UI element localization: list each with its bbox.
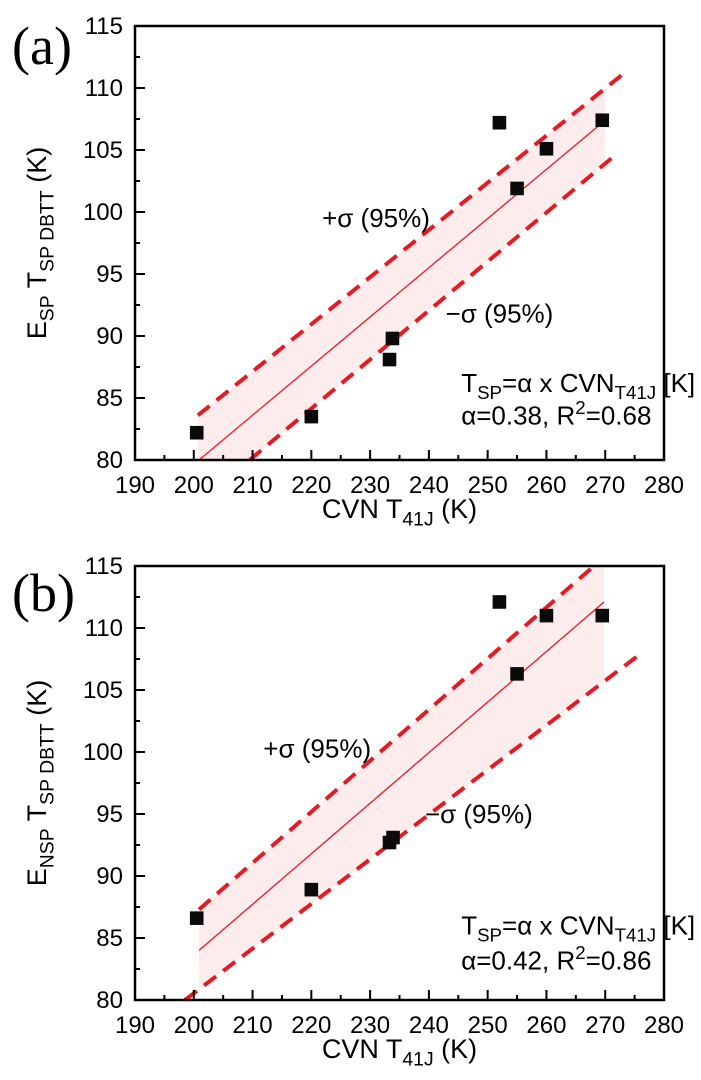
x-tick-label: 260 — [526, 1012, 566, 1039]
y-tick-label: 85 — [96, 925, 123, 952]
data-point — [595, 113, 610, 128]
x-tick-label: 210 — [233, 472, 273, 499]
x-tick-label: 270 — [585, 1012, 625, 1039]
data-point — [492, 595, 507, 609]
regression-fit-line — [198, 119, 606, 461]
x-tick-label: 220 — [291, 472, 331, 499]
fit-equation-label: TSP=α x CVNT41J [K] — [461, 911, 695, 946]
y-tick-label: 80 — [96, 447, 123, 474]
data-point — [304, 882, 319, 897]
data-point — [539, 608, 554, 623]
regression-fit-line — [198, 601, 605, 951]
panel-a-chart: 190 200 210 220 230 240 250 260 270 280 80 85 90 95 10… — [12, 13, 695, 530]
data-point — [510, 667, 524, 681]
data-point — [189, 911, 204, 925]
y-tick-label: 85 — [96, 385, 123, 412]
x-tick-label: 210 — [233, 1012, 273, 1039]
plus-sigma-label: +σ (95%) — [263, 733, 371, 763]
confidence-band-shading — [199, 566, 604, 989]
y-tick-label: 95 — [96, 801, 123, 828]
x-tick-label: 250 — [468, 1012, 508, 1039]
x-tick-label: 240 — [409, 472, 449, 499]
x-tick-label: 270 — [585, 472, 625, 499]
y-axis-title: ENSP TSP DBTT (K) — [22, 680, 58, 886]
x-tick-label: 250 — [468, 472, 508, 499]
x-tick-label: 220 — [291, 1012, 331, 1039]
data-point — [385, 331, 400, 346]
x-tick-label: 230 — [350, 472, 390, 499]
y-tick-label: 110 — [85, 615, 123, 642]
x-tick-label: 200 — [174, 1012, 214, 1039]
data-point — [595, 608, 610, 623]
y-tick-label: 95 — [96, 261, 123, 288]
x-axis-title: CVN T41J (K) — [322, 494, 477, 530]
x-tick-label: 240 — [409, 1012, 449, 1039]
panel-letter: (a) — [12, 16, 72, 76]
data-point — [189, 425, 204, 440]
lower-sigma-dashed-line — [248, 152, 619, 462]
x-tick-label: 230 — [350, 1012, 390, 1039]
confidence-band-shading — [197, 88, 606, 460]
y-tick-label: 115 — [85, 553, 123, 580]
panel-letter: (b) — [12, 563, 75, 623]
x-tick-label: 190 — [115, 472, 155, 499]
x-axis-title: CVN T41J (K) — [322, 1034, 477, 1070]
panel-b-chart: 190 200 210 220 230 240 250 260 270 280 80 85 90 95 10… — [12, 553, 695, 1070]
x-tick-label: 280 — [644, 472, 684, 499]
minus-sigma-label: −σ (95%) — [425, 799, 533, 829]
y-tick-label: 90 — [96, 863, 123, 890]
data-point — [510, 181, 524, 196]
y-tick-label: 80 — [96, 987, 123, 1014]
fit-statistics-label: α=0.42, R2=0.86 — [461, 942, 651, 975]
data-point — [539, 141, 554, 156]
x-tick-label: 260 — [526, 472, 566, 499]
fit-statistics-label: α=0.38, R2=0.68 — [461, 397, 651, 430]
plus-sigma-label: +σ (95%) — [322, 203, 430, 233]
y-axis-title: ESP TSP DBTT (K) — [22, 147, 58, 339]
data-point — [382, 352, 397, 367]
upper-sigma-dashed-line — [196, 70, 628, 417]
x-tick-label: 280 — [644, 1012, 684, 1039]
y-tick-label: 105 — [83, 137, 123, 164]
upper-sigma-dashed-line — [197, 564, 596, 911]
x-tick-label: 190 — [115, 1012, 155, 1039]
y-tick-label: 110 — [85, 75, 123, 102]
x-tick-label: 200 — [174, 472, 214, 499]
y-tick-label: 90 — [96, 323, 123, 350]
data-point — [492, 115, 507, 130]
y-tick-label: 100 — [83, 739, 123, 766]
data-point — [386, 830, 400, 845]
y-tick-label: 100 — [83, 199, 123, 226]
minus-sigma-label: −σ (95%) — [446, 299, 554, 329]
data-point — [304, 409, 319, 424]
fit-equation-label: TSP=α x CVNT41J [K] — [461, 368, 695, 403]
y-tick-label: 105 — [83, 677, 123, 704]
y-tick-label: 115 — [85, 13, 123, 40]
